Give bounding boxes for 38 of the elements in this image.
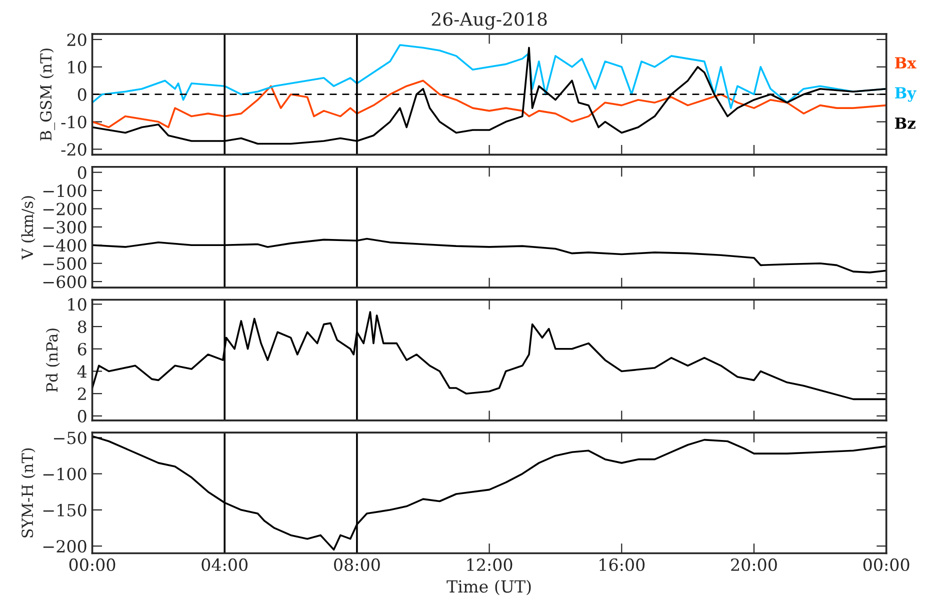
series-label: By xyxy=(894,87,916,102)
x-tick-label: 04:00 xyxy=(202,558,248,572)
y-tick-label: −500 xyxy=(43,257,86,270)
y-tick-label: −150 xyxy=(43,504,86,516)
x-tick-label: 16:00 xyxy=(600,558,645,572)
y-axis-title: Pd (nPa) xyxy=(46,328,60,392)
y-axis-title: B_GSM (nT) xyxy=(40,48,56,140)
y-tick-label: −100 xyxy=(43,184,86,198)
y-axis-title: SYM-H (nT) xyxy=(21,448,36,538)
x-tick-label: 00:00 xyxy=(863,558,910,572)
y-tick-label: −200 xyxy=(43,540,86,553)
y-tick-label: −400 xyxy=(43,239,86,252)
y-tick-label: 2 xyxy=(78,388,86,400)
y-tick-label: 0 xyxy=(78,88,86,101)
y-tick-label: −100 xyxy=(43,468,86,480)
y-tick-label: 0 xyxy=(78,166,86,179)
y-tick-label: 6 xyxy=(78,342,86,356)
x-tick-label: 08:00 xyxy=(334,558,380,572)
y-tick-label: 10 xyxy=(68,60,86,74)
x-axis-title: Time (UT) xyxy=(446,580,531,596)
x-tick-label: 12:00 xyxy=(467,558,512,572)
chart-title: 26-Aug-2018 xyxy=(432,12,547,30)
y-tick-label: −600 xyxy=(43,276,86,288)
x-tick-label: 00:00 xyxy=(69,558,116,572)
y-tick-label: -10 xyxy=(61,116,86,128)
series-label: Bz xyxy=(894,118,916,129)
y-tick-label: -20 xyxy=(61,143,86,156)
text: Bx xyxy=(894,57,916,68)
y-tick-label: 20 xyxy=(67,33,86,46)
y-tick-label: 0 xyxy=(78,410,86,423)
y-tick-label: −50 xyxy=(54,432,86,444)
y-tick-label: −200 xyxy=(43,202,86,216)
y-axis-title: V (km/s) xyxy=(21,196,36,260)
x-tick-label: 20:00 xyxy=(731,558,777,572)
y-tick-label: −300 xyxy=(43,220,86,234)
y-tick-label: 8 xyxy=(78,320,86,334)
y-tick-label: 10 xyxy=(68,298,86,311)
y-tick-label: 4 xyxy=(77,365,87,378)
